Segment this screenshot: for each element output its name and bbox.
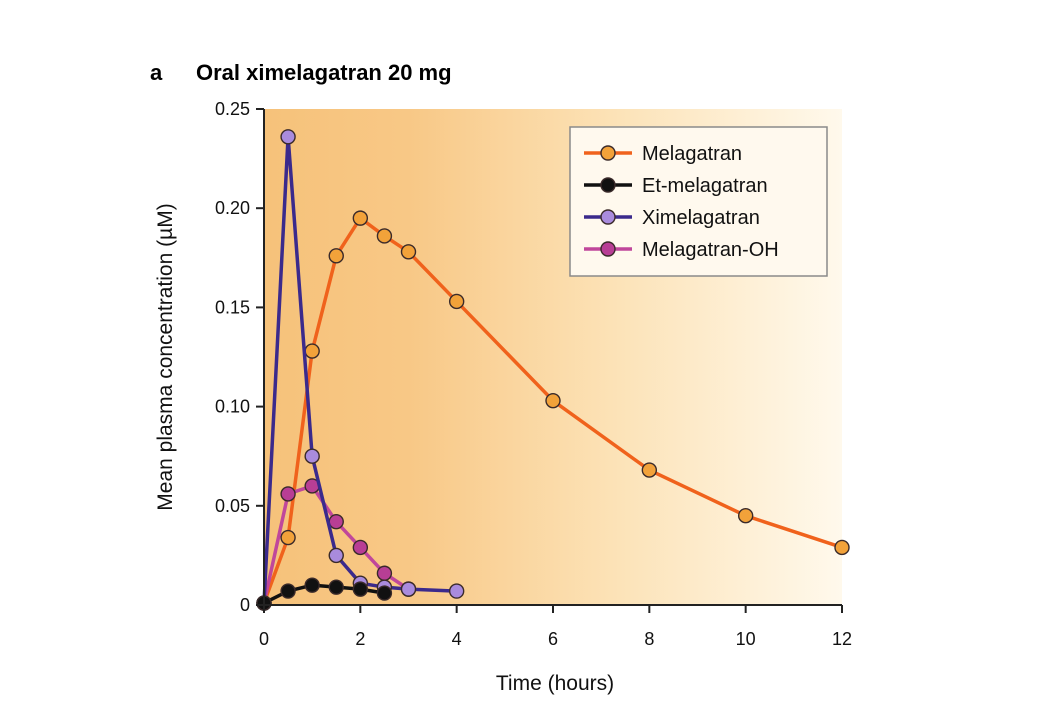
legend-marker <box>600 145 616 161</box>
legend-label: Et-melagatran <box>642 175 768 197</box>
legend-item-ximelagatran: Ximelagatran <box>584 207 760 229</box>
data-point-melagatran <box>737 508 754 524</box>
data-point-ximelagatran <box>304 448 320 464</box>
y-tick-label: 0 <box>240 595 250 615</box>
legend-label: Melagatran <box>642 143 742 165</box>
x-tick-label: 12 <box>832 629 852 649</box>
data-point-ximelagatran <box>448 583 465 599</box>
legend-item-et-melagatran: Et-melagatran <box>584 175 768 197</box>
data-point-melagatran <box>304 343 320 359</box>
legend: Melagatran Et-melagatran Ximelagatran Melag… <box>569 126 828 277</box>
data-point-melagatran <box>400 244 417 260</box>
y-tick-label: 0.05 <box>215 496 250 516</box>
legend-marker <box>600 177 616 193</box>
data-point-melagatran <box>448 293 465 310</box>
x-tick-label: 10 <box>736 629 756 649</box>
data-point-melagatran-oh <box>280 486 296 502</box>
panel-letter: a <box>150 60 163 85</box>
data-point-melagatran <box>545 392 561 409</box>
data-point-melagatran <box>376 228 393 244</box>
data-point-et-melagatran <box>280 583 296 599</box>
data-point-melagatran <box>834 539 850 556</box>
data-point-et-melagatran <box>376 585 393 601</box>
data-point-melagatran <box>328 248 344 264</box>
y-tick-label: 0.10 <box>215 397 250 417</box>
data-point-et-melagatran <box>352 581 369 597</box>
data-point-ximelagatran <box>280 129 296 145</box>
legend-marker <box>600 209 616 225</box>
data-point-et-melagatran <box>304 577 320 593</box>
data-point-melagatran <box>352 210 369 226</box>
series-et-melagatran <box>256 577 393 611</box>
legend-item-melagatran-oh: Melagatran-OH <box>584 239 779 261</box>
y-tick-label: 0.15 <box>215 297 250 317</box>
data-point-ximelagatran <box>400 581 417 597</box>
x-tick-label: 2 <box>355 629 365 649</box>
x-axis-label: Time (hours) <box>496 672 614 695</box>
legend-items: Melagatran Et-melagatran Ximelagatran Melag… <box>584 143 779 261</box>
data-point-melagatran-oh <box>328 513 344 530</box>
chart-title: Oral ximelagatran 20 mg <box>196 60 452 85</box>
x-tick-label: 0 <box>259 629 269 649</box>
legend-label: Melagatran-OH <box>642 239 779 261</box>
series-layer <box>256 129 850 611</box>
y-tick-label: 0.20 <box>215 198 250 218</box>
x-tick-label: 8 <box>644 629 654 649</box>
x-tick-label: 6 <box>548 629 558 649</box>
data-point-melagatran <box>280 529 296 546</box>
data-point-ximelagatran <box>328 547 344 564</box>
y-tick-label: 0.25 <box>215 99 250 119</box>
x-tick-label: 4 <box>452 629 462 649</box>
legend-item-melagatran: Melagatran <box>584 143 742 165</box>
legend-marker <box>600 241 616 257</box>
y-ticks: 0 0.05 0.10 0.15 0.20 0.25 <box>215 99 264 615</box>
data-point-melagatran-oh <box>376 565 393 581</box>
x-ticks: 0 2 4 6 8 10 12 <box>259 605 852 649</box>
legend-label: Ximelagatran <box>642 207 760 229</box>
y-axis-label: Mean plasma concentration (µM) <box>154 203 177 510</box>
data-point-melagatran-oh <box>352 539 369 556</box>
data-point-melagatran <box>641 462 658 478</box>
data-point-et-melagatran <box>328 579 344 595</box>
